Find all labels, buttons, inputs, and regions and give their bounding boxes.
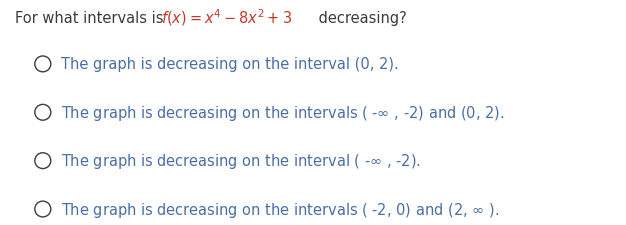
Text: For what intervals is: For what intervals is	[15, 11, 168, 26]
Text: The graph is decreasing on the intervals ( -2, 0) and (2, $\infty$ ).: The graph is decreasing on the intervals…	[61, 200, 500, 218]
Text: The graph is decreasing on the interval (0, 2).: The graph is decreasing on the interval …	[61, 57, 399, 72]
Text: $f(x) = x^4 - 8x^2 + 3$: $f(x) = x^4 - 8x^2 + 3$	[162, 7, 292, 27]
Text: The graph is decreasing on the interval ( -$\infty$ , -2).: The graph is decreasing on the interval …	[61, 151, 421, 170]
Text: decreasing?: decreasing?	[314, 11, 407, 26]
Text: The graph is decreasing on the intervals ( -$\infty$ , -2) and (0, 2).: The graph is decreasing on the intervals…	[61, 103, 505, 122]
